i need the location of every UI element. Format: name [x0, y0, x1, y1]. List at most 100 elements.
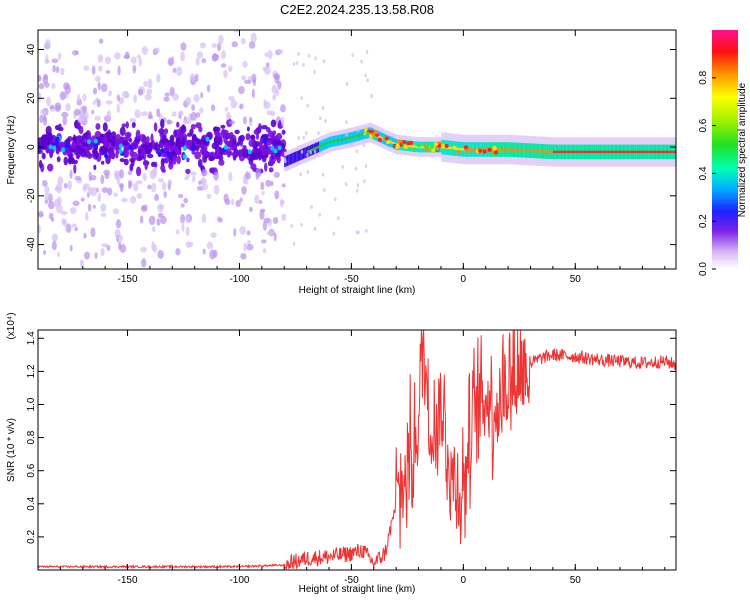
heatmap-cell [540, 150, 543, 153]
heatmap-cell [201, 213, 207, 224]
heatmap-cell [358, 134, 361, 137]
heatmap-cell [249, 134, 256, 140]
heatmap-cell [175, 248, 181, 256]
heatmap-cell [51, 82, 56, 89]
heatmap-cell [331, 140, 334, 143]
heatmap-cell [220, 124, 226, 129]
heatmap-cell [305, 131, 308, 136]
spectrogram-ytick-label: -40 [26, 237, 37, 252]
heatmap-cell [264, 65, 271, 75]
heatmap-cell [57, 252, 61, 257]
heatmap-cell [395, 145, 400, 149]
heatmap-cell [366, 78, 369, 83]
heatmap-cell [194, 145, 200, 152]
heatmap-cell [509, 148, 513, 151]
heatmap-cell [499, 148, 502, 151]
heatmap-cell [136, 54, 141, 59]
heatmap-cell [164, 156, 170, 164]
heatmap-cell [616, 150, 619, 154]
heatmap-cell [156, 73, 161, 83]
heatmap-cell [274, 74, 280, 84]
heatmap-cell [139, 215, 144, 224]
heatmap-cell [671, 150, 674, 154]
heatmap-cell [167, 179, 173, 186]
heatmap-cell [118, 183, 124, 189]
heatmap-cell [551, 150, 554, 154]
heatmap-cell [313, 70, 316, 74]
heatmap-cell [187, 132, 193, 137]
heatmap-cell [245, 133, 251, 141]
heatmap-cell [248, 41, 256, 49]
heatmap-cell [607, 150, 611, 154]
heatmap-cell [277, 139, 281, 146]
heatmap-cell [141, 258, 147, 268]
heatmap-cell [625, 150, 628, 154]
heatmap-cell [289, 154, 292, 165]
spectrogram-ytick-label: -20 [26, 188, 37, 203]
heatmap-cell [42, 179, 48, 187]
heatmap-cell [357, 128, 360, 133]
heatmap-cell [354, 166, 358, 171]
heatmap-cell [87, 186, 93, 196]
snr-panel: -150 -100 -50 0 50 0.2 0.4 0.6 0.8 1.0 1.2 1.4 Heig… [6, 312, 677, 595]
heatmap-cell [346, 137, 349, 140]
heatmap-cell [273, 171, 280, 178]
heatmap-cell [86, 146, 93, 151]
heatmap-cell [199, 42, 206, 49]
heatmap-cell [556, 150, 560, 154]
heatmap-cell [60, 67, 65, 76]
heatmap-cell [384, 136, 389, 141]
spectrogram-ylabel: Frequency (Hz) [6, 116, 17, 185]
heatmap-cell [644, 150, 647, 154]
heatmap-cell [403, 144, 408, 149]
heatmap-cell [657, 150, 660, 154]
heatmap-cell [313, 226, 317, 231]
heatmap-cell [229, 120, 236, 125]
heatmap-cell [118, 97, 125, 105]
heatmap-cell [38, 159, 43, 169]
heatmap-cell [118, 143, 123, 149]
heatmap-cell [72, 200, 80, 207]
heatmap-cell [140, 246, 148, 253]
heatmap-cell [665, 150, 668, 154]
heatmap-cell [642, 150, 646, 154]
heatmap-cell [296, 151, 299, 162]
snr-xtick-label: 50 [570, 575, 582, 586]
heatmap-cell [112, 208, 120, 215]
heatmap-cell [123, 148, 130, 158]
heatmap-cell [355, 149, 358, 154]
heatmap-cell [406, 144, 409, 147]
heatmap-cell [606, 150, 609, 154]
heatmap-cell [239, 197, 243, 203]
heatmap-cell [199, 107, 204, 114]
heatmap-cell [292, 241, 296, 246]
heatmap-cell [277, 145, 282, 151]
heatmap-cell [144, 162, 148, 170]
heatmap-cell [397, 139, 402, 144]
heatmap-cell [589, 150, 592, 154]
heatmap-cell [52, 64, 56, 73]
spectrogram-heatmap [38, 30, 676, 268]
heatmap-cell [624, 150, 627, 154]
heatmap-cell [65, 103, 71, 112]
heatmap-cell [546, 150, 549, 153]
heatmap-cell [448, 146, 451, 149]
snr-xtick-label: -100 [229, 575, 249, 586]
heatmap-cell [602, 150, 605, 154]
heatmap-cell [58, 123, 62, 129]
heatmap-cell [554, 150, 557, 154]
heatmap-cell [206, 84, 211, 93]
heatmap-cell [176, 155, 181, 165]
heatmap-cell [53, 198, 61, 207]
heatmap-cell [526, 149, 529, 152]
heatmap-cell [90, 227, 96, 238]
heatmap-cell [567, 150, 570, 154]
heatmap-cell [634, 150, 637, 154]
heatmap-cell [481, 148, 484, 151]
heatmap-cell [292, 62, 296, 67]
heatmap-cell [157, 152, 162, 157]
heatmap-cell [261, 239, 267, 244]
heatmap-cell [365, 50, 369, 54]
heatmap-cell [162, 181, 167, 191]
heatmap-cell [587, 150, 590, 154]
